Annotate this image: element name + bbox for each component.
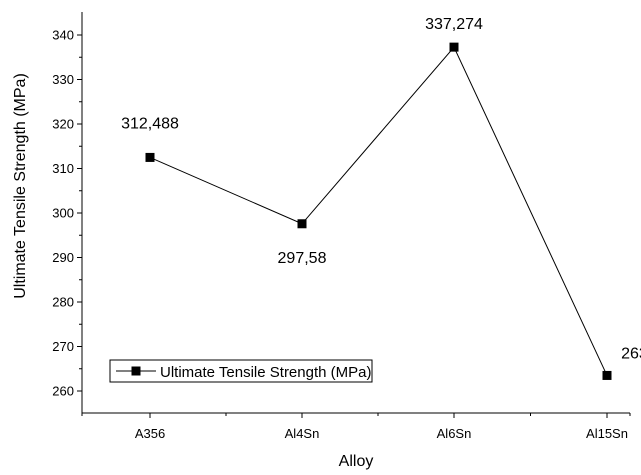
legend-series-name: Ultimate Tensile Strength (MPa)	[160, 364, 371, 381]
x-ticks: A356 Al4Sn Al6Sn Al15Sn	[81, 413, 631, 441]
y-tick-label: 270	[52, 339, 74, 354]
y-tick-label: 330	[52, 72, 74, 87]
data-point-marker	[602, 370, 612, 380]
legend-box	[109, 359, 373, 383]
data-point-marker	[297, 219, 307, 229]
data-point-marker	[449, 42, 459, 52]
data-label: 297,58	[278, 250, 327, 267]
y-tick-label: 280	[52, 295, 74, 310]
legend-marker-square	[131, 366, 141, 376]
x-tick-label: Al15Sn	[586, 426, 628, 441]
y-tick-label: 310	[52, 161, 74, 176]
x-tick-label: Al4Sn	[285, 426, 320, 441]
x-axis-title: Alloy	[339, 453, 374, 470]
series	[145, 42, 612, 380]
series-line	[149, 46, 608, 376]
data-labels: 312,488 297,58 337,274 263,496	[121, 16, 641, 362]
y-tick-label: 320	[52, 117, 74, 132]
data-label: 312,488	[121, 115, 179, 132]
legend: Ultimate Tensile Strength (MPa)	[109, 359, 373, 383]
y-axis-title: Ultimate Tensile Strength (MPa)	[12, 73, 29, 299]
x-tick-label: A356	[135, 426, 165, 441]
y-tick-label: 260	[52, 384, 74, 399]
y-tick-label: 340	[52, 28, 74, 43]
data-label: 337,274	[425, 16, 483, 33]
x-tick-label: Al6Sn	[437, 426, 472, 441]
data-point-marker	[145, 152, 155, 162]
y-tick-label: 290	[52, 250, 74, 265]
y-tick-label: 300	[52, 206, 74, 221]
data-label: 263,496	[621, 345, 641, 362]
y-ticks: 260 270 280 290 300 310 320 330 340	[52, 28, 82, 399]
